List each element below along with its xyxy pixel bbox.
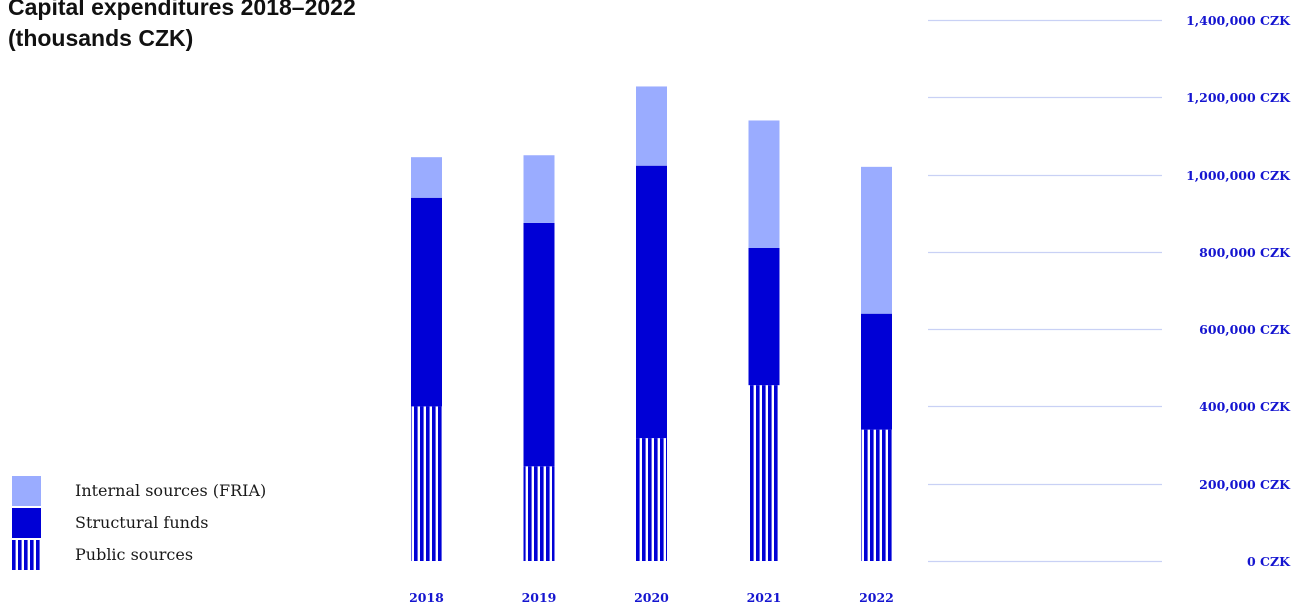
bar-segment-public-2021	[748, 385, 780, 561]
legend-swatch-structural	[12, 508, 41, 538]
bar-segment-internal-2022	[861, 166, 892, 314]
y-tick-label: 0 CZK	[1247, 554, 1291, 569]
bar-segment-structural-2021	[748, 247, 780, 386]
bar-segment-internal-2020	[636, 86, 667, 166]
bar-segment-public-2022	[861, 429, 892, 561]
y-tick-label: 1,400,000 CZK	[1186, 13, 1291, 28]
bars	[411, 86, 892, 561]
x-tick-label: 2019	[522, 590, 557, 605]
x-tick-label: 2020	[634, 590, 669, 605]
x-tick-label: 2022	[859, 590, 894, 605]
bar-segment-internal-2018	[411, 157, 442, 198]
bar-segment-public-2020	[636, 438, 667, 561]
x-axis-tick-labels: 2018 2019 2020 2021 2022	[409, 590, 894, 605]
bar-segment-internal-2019	[523, 155, 555, 223]
y-axis-tick-labels: 0 CZK 200,000 CZK 400,000 CZK 600,000 CZK 80…	[1186, 13, 1291, 569]
chart-title-line-1: Capital expenditures 2018–2022	[8, 0, 356, 20]
bar-segment-public-2018	[411, 406, 442, 561]
y-tick-label: 600,000 CZK	[1199, 322, 1291, 337]
x-tick-label: 2021	[747, 590, 782, 605]
bar-segment-structural-2022	[861, 313, 892, 430]
legend-label-public: Public sources	[75, 545, 194, 564]
bar-segment-structural-2019	[523, 222, 555, 467]
legend-swatch-public	[12, 540, 41, 570]
bar-segment-structural-2018	[411, 197, 442, 407]
gridlines	[928, 19, 1162, 563]
y-tick-label: 800,000 CZK	[1199, 245, 1291, 260]
y-tick-label: 200,000 CZK	[1199, 477, 1291, 492]
legend-swatch-internal	[12, 476, 41, 506]
chart-title: Capital expenditures 2018–2022 (thousand…	[8, 0, 356, 54]
legend-label-internal: Internal sources (FRIA)	[75, 481, 267, 500]
chart-title-line-2: (thousands CZK)	[8, 25, 194, 51]
bar-segment-internal-2021	[748, 120, 780, 248]
y-tick-label: 400,000 CZK	[1199, 399, 1291, 414]
x-tick-label: 2018	[409, 590, 444, 605]
bar-segment-public-2019	[523, 466, 555, 561]
bar-segment-structural-2020	[636, 165, 667, 439]
legend-label-structural: Structural funds	[75, 513, 209, 532]
y-tick-label: 1,200,000 CZK	[1186, 90, 1291, 105]
y-tick-label: 1,000,000 CZK	[1186, 168, 1291, 183]
